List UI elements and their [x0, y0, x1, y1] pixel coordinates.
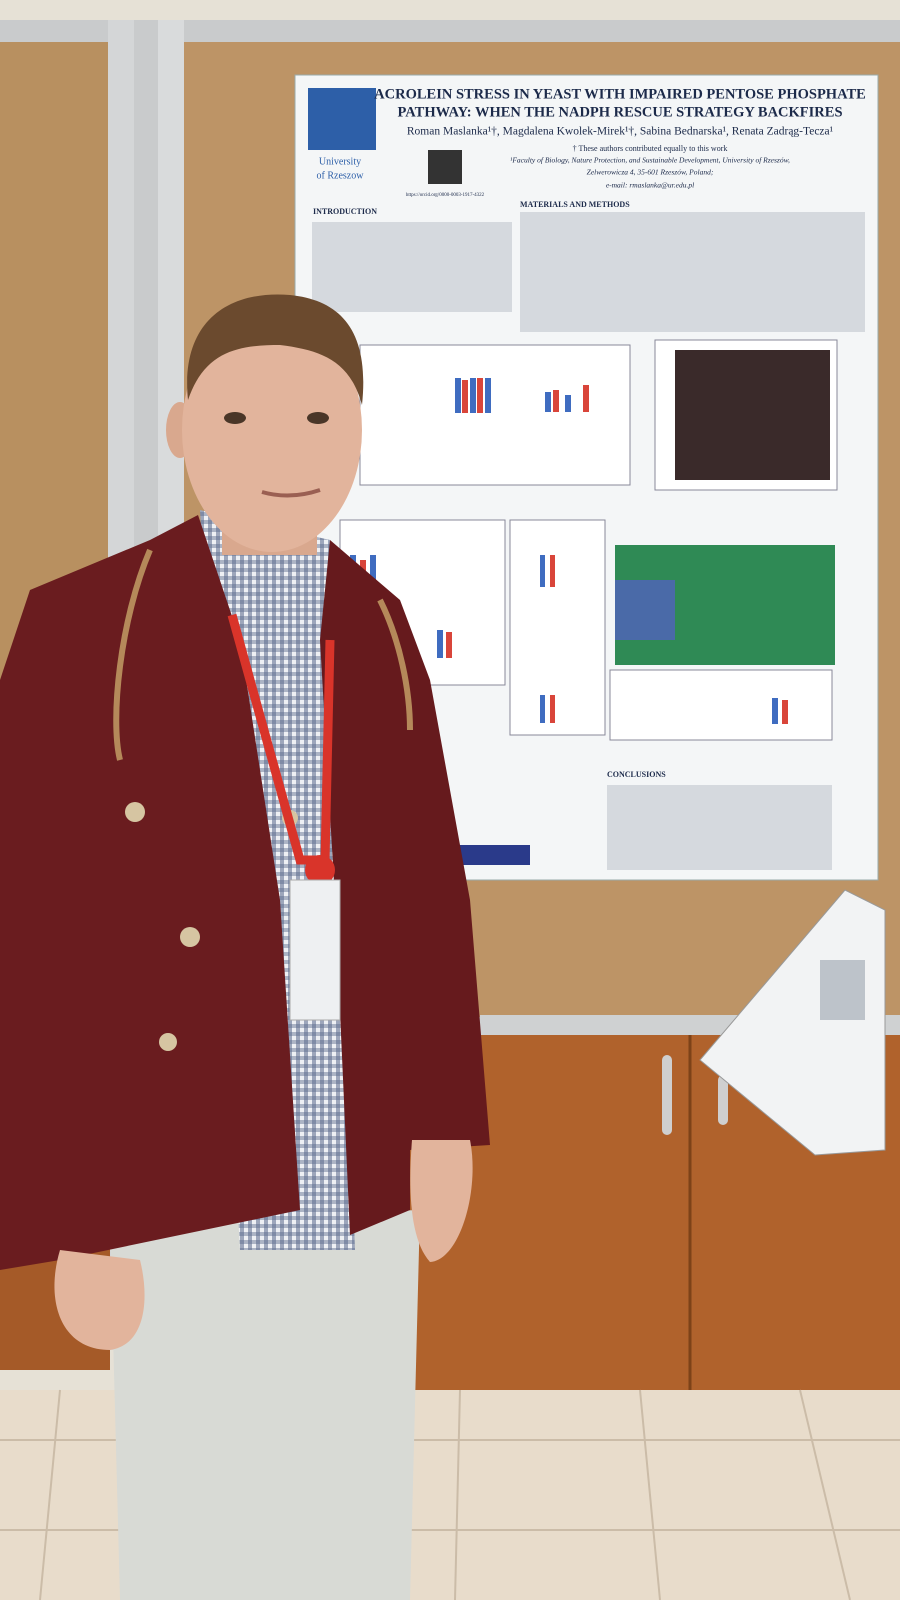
bag-strap	[113, 548, 153, 761]
poster-title: PATHWAY: WHEN THE NADPH RESCUE STRATEGY …	[397, 104, 842, 120]
hand	[54, 1250, 145, 1350]
hair	[187, 294, 364, 405]
university-logo	[308, 88, 376, 150]
poster-email: e-mail: rmaslanka@ur.edu.pl	[606, 181, 694, 190]
pants	[110, 1210, 420, 1600]
poster-text-block	[312, 212, 865, 870]
poster-affiliation: Zelwerowicza 4, 35-601 Rzeszów, Poland;	[587, 168, 714, 177]
section-heading: CONCLUSIONS	[607, 770, 666, 779]
section-heading: MATERIALS AND METHODS	[520, 200, 630, 209]
poster-title: ACROLEIN STRESS IN YEAST WITH IMPAIRED P…	[374, 86, 866, 102]
university-name: of Rzeszow	[317, 170, 365, 181]
university-name: University	[319, 156, 361, 167]
eye	[307, 412, 329, 424]
jacket	[0, 515, 300, 1270]
sheet-figure	[820, 960, 865, 1020]
poster-authors: Roman Maslanka¹†, Magdalena Kwolek-Mirek…	[407, 126, 834, 138]
handle	[718, 1075, 728, 1125]
section-heading: INTRODUCTION	[313, 207, 377, 216]
poster-figures	[339, 339, 838, 865]
hand	[410, 1140, 473, 1262]
poster-affiliation: ¹Faculty of Biology, Nature Protection, …	[510, 156, 790, 165]
qr-code	[428, 150, 462, 184]
orcid-link: https://orcid.org/0000-0003-1917-4322	[406, 193, 485, 198]
mouth	[261, 488, 321, 498]
bag-strap	[377, 598, 413, 731]
lanyard-clip	[305, 855, 335, 885]
handle	[662, 1055, 672, 1135]
badge	[289, 879, 341, 1021]
eye	[224, 412, 246, 424]
hanging-sheet	[699, 889, 886, 1156]
person	[0, 294, 490, 1600]
jacket	[320, 540, 490, 1235]
poster-note: † These authors contributed equally to t…	[573, 144, 728, 153]
